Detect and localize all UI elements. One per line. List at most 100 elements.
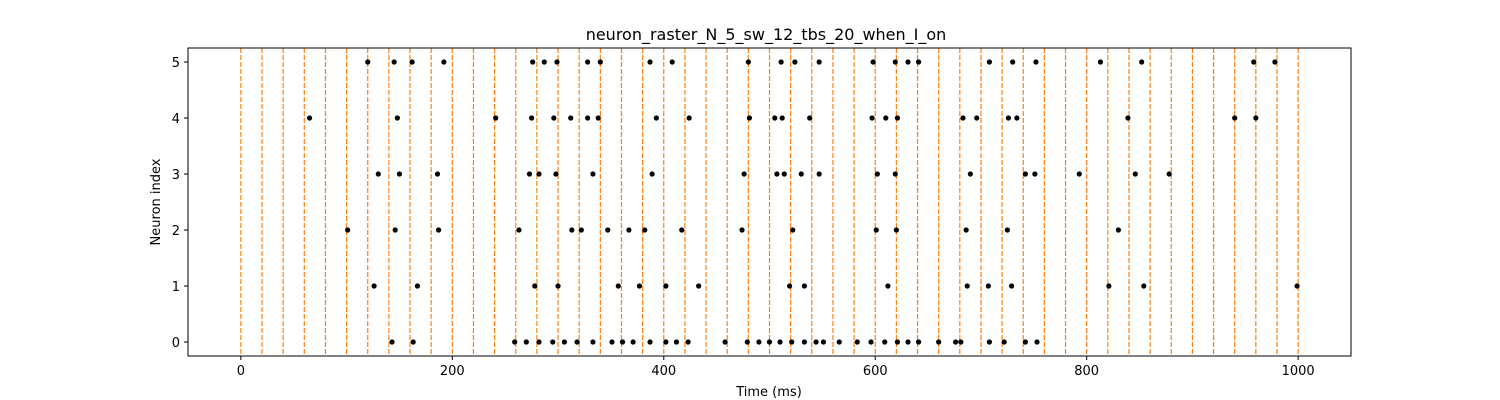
x-tick-label: 1000 <box>1282 364 1315 379</box>
spike-point <box>685 339 691 345</box>
spike-point <box>530 59 536 65</box>
spike-point <box>574 339 580 345</box>
spike-point <box>523 339 529 345</box>
spike-point <box>642 227 648 233</box>
spike-point <box>905 59 911 65</box>
spike-point <box>905 339 911 345</box>
spike-point <box>434 171 441 177</box>
spike-point <box>394 115 400 121</box>
spike-point <box>569 227 575 233</box>
spike-point <box>963 227 969 233</box>
spike-point <box>663 283 669 289</box>
spike-point <box>756 339 762 345</box>
spike-point <box>1132 171 1138 177</box>
spike-point <box>816 171 822 177</box>
spike-point <box>960 115 966 121</box>
spike-point <box>371 283 377 289</box>
plot-frame <box>187 47 1352 357</box>
spike-point <box>630 339 636 345</box>
spike-point <box>1232 115 1238 121</box>
spike-point <box>554 59 560 65</box>
spike-point <box>551 115 557 121</box>
spike-point <box>673 339 680 345</box>
spike-point <box>526 171 533 177</box>
spike-point <box>786 283 793 289</box>
spike-point <box>958 339 964 345</box>
spike-point <box>516 227 522 233</box>
x-axis-ticks: 0 200 400 600 800 1000 <box>237 356 1315 379</box>
spike-point <box>669 59 675 65</box>
spike-point <box>1033 59 1039 65</box>
spike-point <box>807 115 813 121</box>
spike-point <box>1253 115 1259 121</box>
spike-point <box>836 339 842 345</box>
spike-point <box>974 115 980 121</box>
spike-point <box>739 227 745 233</box>
spike-point <box>892 59 898 65</box>
spike-point <box>441 59 447 65</box>
spike-point <box>801 339 807 345</box>
spike-point <box>1001 339 1007 345</box>
spike-point <box>389 339 395 345</box>
spike-point <box>626 227 632 233</box>
spike-point <box>568 115 574 121</box>
spike-point <box>790 227 796 233</box>
spike-point <box>779 115 785 121</box>
spike-point <box>745 59 751 65</box>
spike-point <box>789 339 795 345</box>
y-axis-label: Neuron index <box>149 158 164 245</box>
spike-point <box>636 283 643 289</box>
y-tick-label: 3 <box>172 168 180 183</box>
spike-point <box>868 339 874 345</box>
spike-point <box>1032 171 1038 177</box>
y-tick-label: 0 <box>172 336 180 351</box>
spike-point <box>414 283 421 289</box>
spike-point <box>1272 59 1278 65</box>
spike-point <box>585 59 591 65</box>
spike-point <box>1010 59 1016 65</box>
x-tick-label: 600 <box>863 364 888 379</box>
spike-point <box>874 171 880 177</box>
spike-point <box>396 171 403 177</box>
spike-point <box>967 171 973 177</box>
x-tick-label: 400 <box>651 364 676 379</box>
spike-point <box>986 59 993 65</box>
reference-lines <box>240 48 1299 356</box>
spike-point <box>816 59 822 65</box>
x-axis-label: Time (ms) <box>735 385 802 400</box>
spike-point <box>345 227 351 233</box>
x-tick-label: 800 <box>1074 364 1099 379</box>
spike-point <box>1014 115 1020 121</box>
spike-point <box>536 171 542 177</box>
spike-point <box>541 59 547 65</box>
spike-point <box>649 171 655 177</box>
spike-point <box>561 339 567 345</box>
spike-point <box>778 59 784 65</box>
spike-points <box>306 59 1300 345</box>
spike-point <box>801 283 807 289</box>
spike-point <box>1022 171 1028 177</box>
chart-title: neuron_raster_N_5_sw_12_tbs_20_when_I_on <box>586 25 947 45</box>
x-tick-label: 0 <box>237 364 245 379</box>
spike-point <box>894 339 901 345</box>
spike-point <box>663 339 669 345</box>
spike-point <box>553 171 559 177</box>
spike-point <box>869 115 875 121</box>
spike-point <box>1139 59 1145 65</box>
spike-point <box>744 339 750 345</box>
spike-point <box>792 59 798 65</box>
spike-point <box>1251 59 1257 65</box>
spike-point <box>615 283 621 289</box>
spike-point <box>1141 283 1147 289</box>
spike-point <box>1076 171 1082 177</box>
spike-point <box>1294 283 1300 289</box>
spike-point <box>392 227 398 233</box>
spike-point <box>915 339 922 345</box>
spike-point <box>985 283 991 289</box>
spike-point <box>741 171 747 177</box>
spike-point <box>493 115 499 121</box>
spike-point <box>1125 115 1131 121</box>
spike-point <box>696 283 702 289</box>
spike-point <box>870 59 876 65</box>
spike-point <box>915 59 922 65</box>
